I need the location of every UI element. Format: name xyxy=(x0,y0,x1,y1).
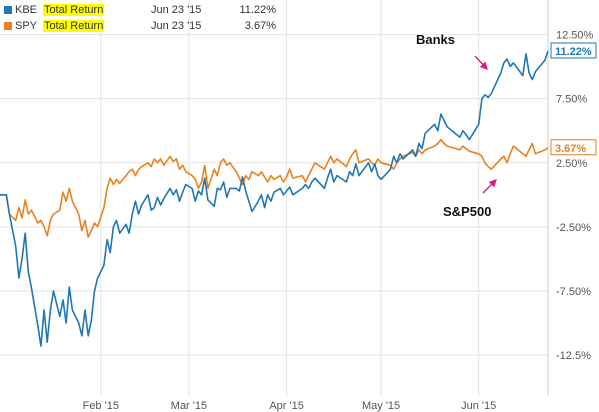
sp500-annotation-arrow xyxy=(482,179,497,194)
legend-date: Jun 23 '15 xyxy=(151,4,202,16)
x-tick-label: May '15 xyxy=(362,400,400,412)
legend-row-spy: SPY Total Return Jun 23 '15 3.67% xyxy=(4,18,279,34)
y-tick-label: -7.50% xyxy=(556,286,591,298)
banks-annotation-arrow xyxy=(474,55,488,70)
x-tick-label: Apr '15 xyxy=(269,400,304,412)
series-line-spy xyxy=(0,138,549,238)
legend: KBE Total Return Jun 23 '15 11.22% SPY T… xyxy=(4,2,279,34)
y-tick-label: -2.50% xyxy=(556,222,591,234)
y-tick-label: 2.50% xyxy=(556,158,587,170)
legend-metric: Total Return xyxy=(43,20,105,32)
series-lines xyxy=(0,50,549,347)
x-tick-label: Jun '15 xyxy=(461,400,496,412)
annotations: Banks S&P500 xyxy=(416,32,497,219)
end-tag-label-kbe: 11.22% xyxy=(555,46,592,58)
end-value-tags: 11.22% 3.67% xyxy=(550,42,597,156)
grid-lines xyxy=(0,0,549,396)
legend-value: 11.22% xyxy=(239,4,277,16)
y-tick-label: 12.50% xyxy=(556,30,594,42)
spy-swatch-icon xyxy=(4,22,12,30)
legend-ticker: SPY xyxy=(15,20,38,32)
legend-value: 3.67% xyxy=(244,20,276,32)
legend-date: Jun 23 '15 xyxy=(151,20,202,32)
sp500-annotation-label: S&P500 xyxy=(443,204,491,219)
x-axis-tick-labels: Feb '15 Mar '15 Apr '15 May '15 Jun '15 xyxy=(83,400,497,412)
end-tag-box-kbe xyxy=(550,42,597,59)
x-tick-label: Mar '15 xyxy=(171,400,207,412)
x-tick-label: Feb '15 xyxy=(83,400,119,412)
y-axis-tick-labels: 12.50% 7.50% 2.50% -2.50% -7.50% -12.5% xyxy=(556,30,594,362)
series-line-kbe xyxy=(0,50,549,347)
legend-ticker: KBE xyxy=(15,4,38,16)
end-tag-label-spy: 3.67% xyxy=(555,143,586,155)
y-tick-label: 7.50% xyxy=(556,94,587,106)
banks-annotation-label: Banks xyxy=(416,32,455,47)
legend-row-kbe: KBE Total Return Jun 23 '15 11.22% xyxy=(4,2,279,18)
y-tick-label: -12.5% xyxy=(556,350,591,362)
legend-metric: Total Return xyxy=(43,4,105,16)
end-tag-box-spy xyxy=(550,139,597,156)
kbe-swatch-icon xyxy=(4,6,12,14)
